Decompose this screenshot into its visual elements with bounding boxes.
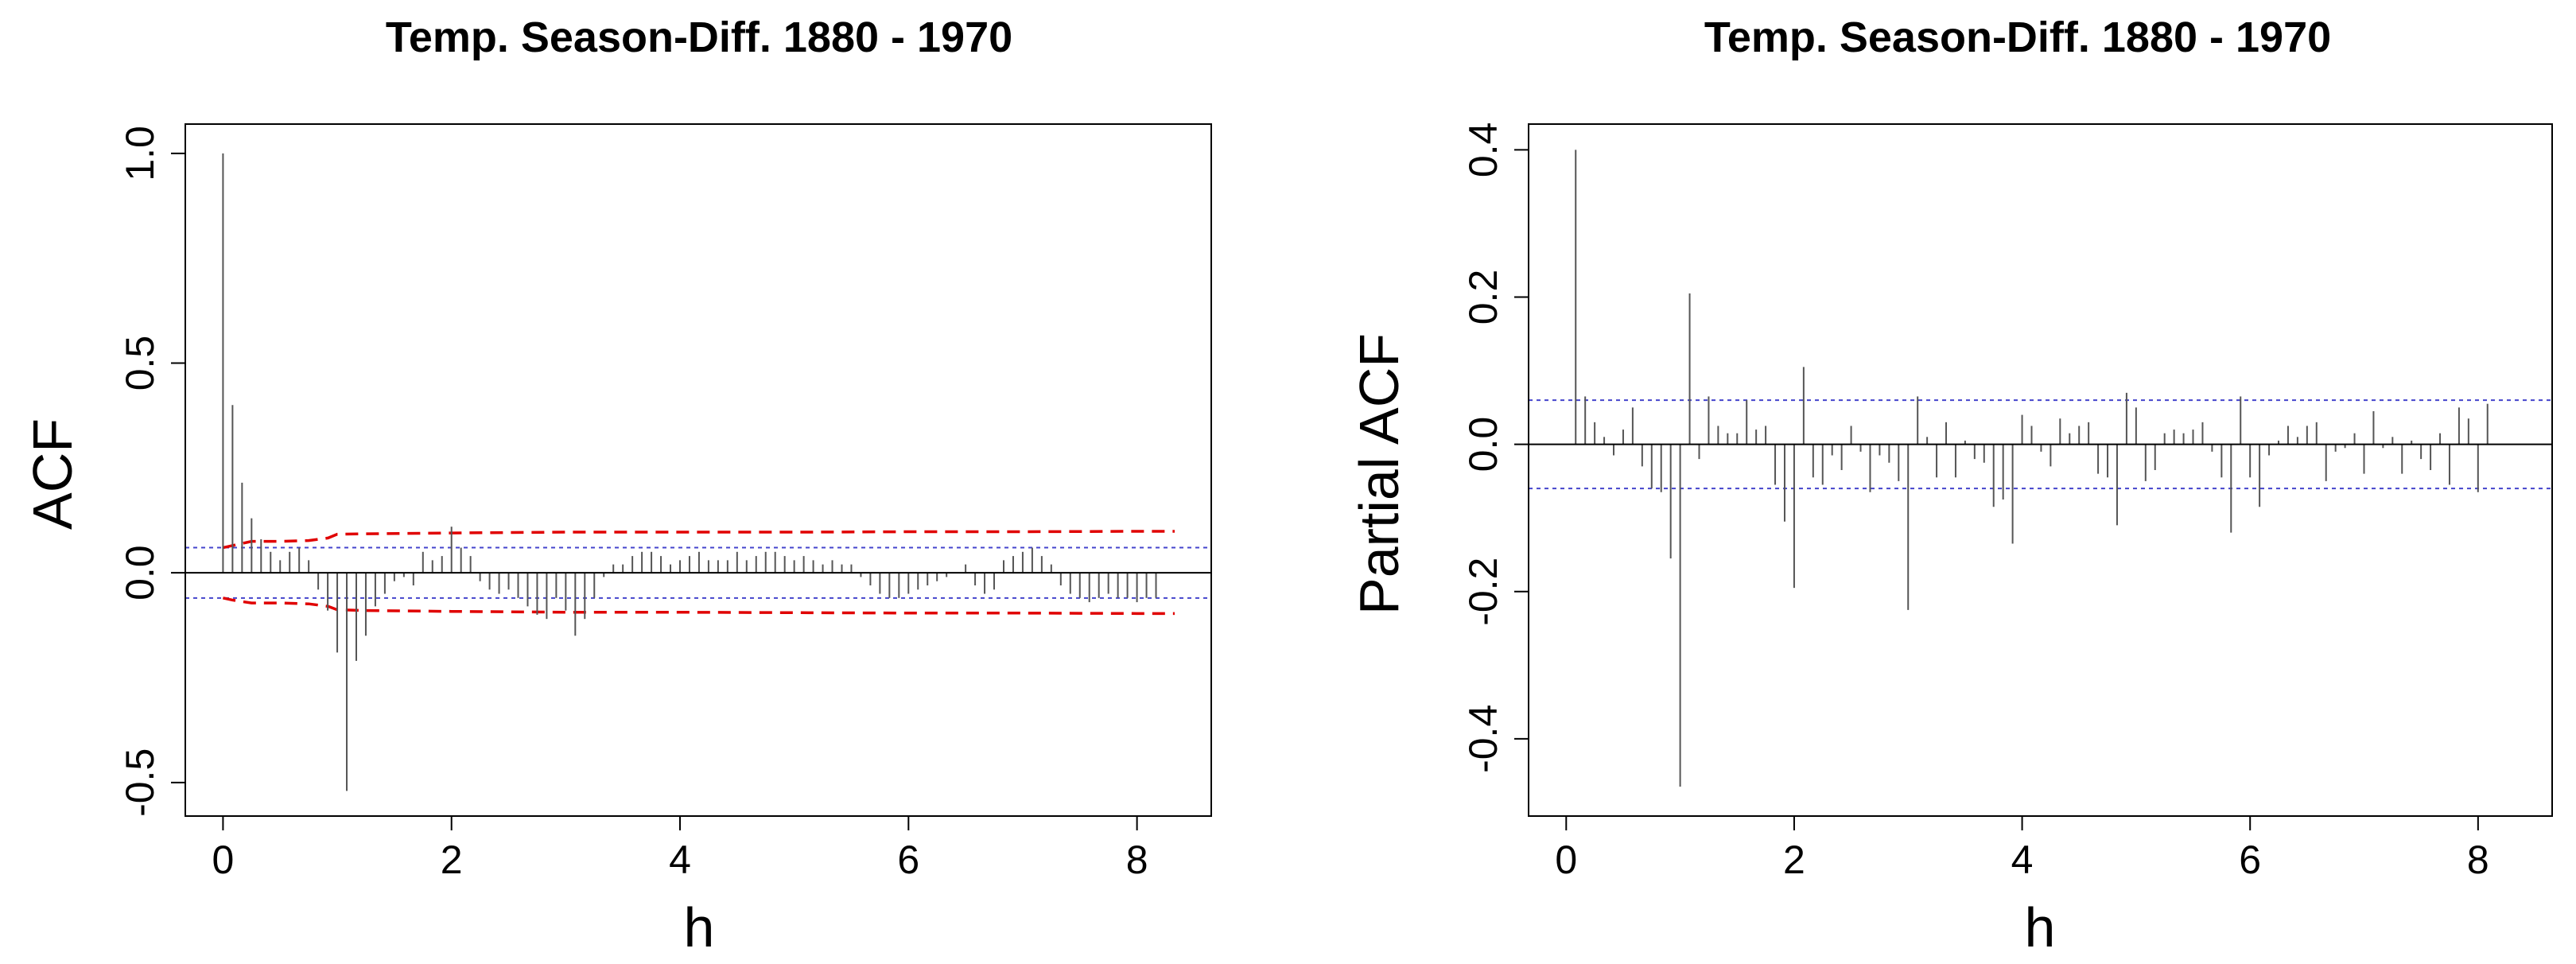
- pacf-chart-title: Temp. Season-Diff. 1880 - 1970: [1704, 14, 2331, 61]
- acf-panel: Temp. Season-Diff. 1880 - 1970 ACF h 0 2 4…: [21, 14, 1212, 958]
- acf-x-tick-label: 2: [441, 838, 463, 882]
- acf-x-tick-label: 4: [669, 838, 691, 882]
- pacf-y-tick-label: 0.2: [1461, 270, 1506, 325]
- pacf-bands: [1529, 399, 2552, 490]
- acf-bars: [222, 153, 1157, 791]
- pacf-x-tick-label: 2: [1783, 838, 1805, 882]
- acf-y-tick-label: 0.0: [118, 545, 162, 601]
- acf-y-axis-label: ACF: [21, 418, 84, 530]
- pacf-ticks: 0 2 4 6 8 -0.4 -0.2 0.0 0.2 0.4: [1461, 122, 2489, 882]
- acf-x-tick-label: 6: [897, 838, 919, 882]
- pacf-x-tick-label: 6: [2239, 838, 2261, 882]
- pacf-x-axis-label: h: [2025, 896, 2056, 958]
- pacf-panel: Temp. Season-Diff. 1880 - 1970 Partial A…: [1348, 14, 2553, 958]
- acf-x-tick-label: 0: [212, 838, 234, 882]
- acf-plot-frame: [185, 123, 1212, 817]
- acf-ticks: 0 2 4 6 8 -0.5 0.0 0.5 1.0: [118, 126, 1148, 882]
- acf-y-tick-label: 0.5: [118, 336, 162, 391]
- pacf-y-tick-label: -0.2: [1461, 558, 1506, 626]
- pacf-y-axis-label: Partial ACF: [1348, 333, 1410, 615]
- acf-y-tick-label: 1.0: [118, 126, 162, 181]
- pacf-plot-frame: [1528, 123, 2553, 817]
- acf-lower-bartlett-band: [223, 597, 1175, 616]
- acf-y-tick-label: -0.5: [118, 748, 162, 817]
- acf-x-axis-label: h: [684, 896, 715, 958]
- acf-upper-bartlett-band: [223, 530, 1175, 550]
- pacf-y-tick-label: 0.0: [1461, 417, 1506, 472]
- pacf-x-tick-label: 8: [2467, 838, 2489, 882]
- pacf-x-tick-label: 4: [2011, 838, 2034, 882]
- pacf-y-tick-label: -0.4: [1461, 705, 1506, 773]
- acf-chart-title: Temp. Season-Diff. 1880 - 1970: [386, 14, 1012, 61]
- pacf-y-tick-label: 0.4: [1461, 122, 1506, 178]
- pacf-x-tick-label: 0: [1555, 838, 1577, 882]
- pacf-bars: [1575, 150, 2489, 787]
- acf-x-tick-label: 8: [1126, 838, 1148, 882]
